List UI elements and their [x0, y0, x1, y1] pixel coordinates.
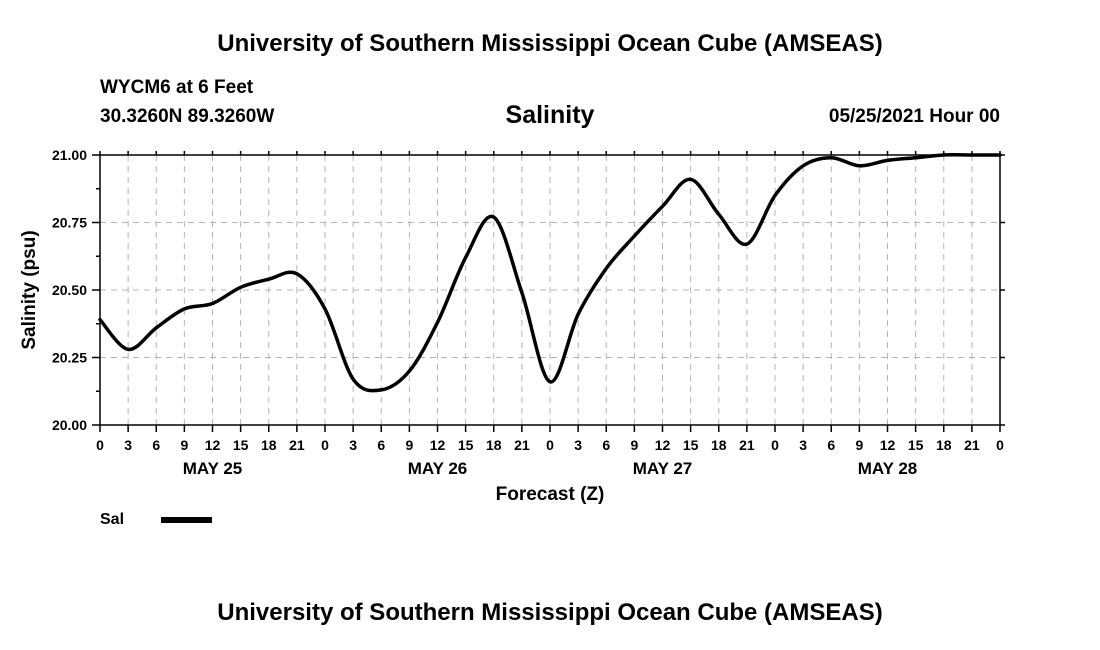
x-tick-label: 18: [711, 437, 727, 453]
x-tick-label: 6: [602, 437, 610, 453]
x-tick-label: 12: [655, 437, 671, 453]
x-tick-label: 12: [880, 437, 896, 453]
run-time: 05/25/2021 Hour 00: [828, 106, 1000, 127]
x-tick-label: 0: [321, 437, 329, 453]
x-tick-label: 6: [152, 437, 160, 453]
x-tick-label: 15: [233, 437, 249, 453]
salinity-series-line: [98, 153, 1002, 393]
x-tick-label: 21: [289, 437, 305, 453]
x-tick-label: 3: [349, 437, 357, 453]
day-label: MAY 27: [633, 459, 693, 478]
x-tick-label: 21: [514, 437, 530, 453]
station-coordinates: 30.3260N 89.3260W: [100, 106, 275, 127]
x-tick-label: 0: [996, 437, 1004, 453]
x-tick-label: 0: [546, 437, 554, 453]
y-tick-label: 20.00: [52, 417, 87, 433]
x-tick-label: 9: [180, 437, 188, 453]
x-tick-label: 0: [771, 437, 779, 453]
top-title: University of Southern Mississippi Ocean…: [217, 30, 883, 57]
x-tick-label: 15: [458, 437, 474, 453]
x-tick-label: 3: [574, 437, 582, 453]
y-axis-title: Salinity (psu): [19, 230, 40, 349]
chart-title: Salinity: [505, 101, 595, 129]
y-tick-label: 20.50: [52, 282, 87, 298]
x-tick-label: 12: [430, 437, 446, 453]
x-tick-label: 6: [827, 437, 835, 453]
x-tick-label: 0: [96, 437, 104, 453]
x-tick-label: 21: [739, 437, 755, 453]
y-tick-label: 21.00: [52, 147, 87, 163]
x-tick-label: 15: [908, 437, 924, 453]
x-tick-label: 3: [124, 437, 132, 453]
x-tick-label: 3: [799, 437, 807, 453]
day-label: MAY 25: [183, 459, 243, 478]
legend-line-swatch: [161, 517, 212, 523]
x-tick-label: 9: [405, 437, 413, 453]
x-tick-label: 6: [377, 437, 385, 453]
x-tick-label: 9: [630, 437, 638, 453]
x-tick-label: 15: [683, 437, 699, 453]
x-tick-label: 21: [964, 437, 980, 453]
bottom-title: University of Southern Mississippi Ocean…: [217, 599, 883, 626]
x-tick-label: 12: [205, 437, 221, 453]
x-tick-label: 9: [855, 437, 863, 453]
x-tick-label: 18: [486, 437, 502, 453]
x-tick-label: 18: [936, 437, 952, 453]
y-tick-label: 20.25: [52, 350, 87, 366]
x-tick-label: 18: [261, 437, 277, 453]
legend-label: Sal: [100, 511, 125, 528]
day-label: MAY 26: [408, 459, 468, 478]
day-label: MAY 28: [858, 459, 918, 478]
y-tick-label: 20.75: [52, 215, 87, 231]
grid-lines: [100, 155, 1000, 425]
station-label: WYCM6 at 6 Feet: [100, 77, 254, 98]
x-axis-title: Forecast (Z): [496, 484, 605, 505]
